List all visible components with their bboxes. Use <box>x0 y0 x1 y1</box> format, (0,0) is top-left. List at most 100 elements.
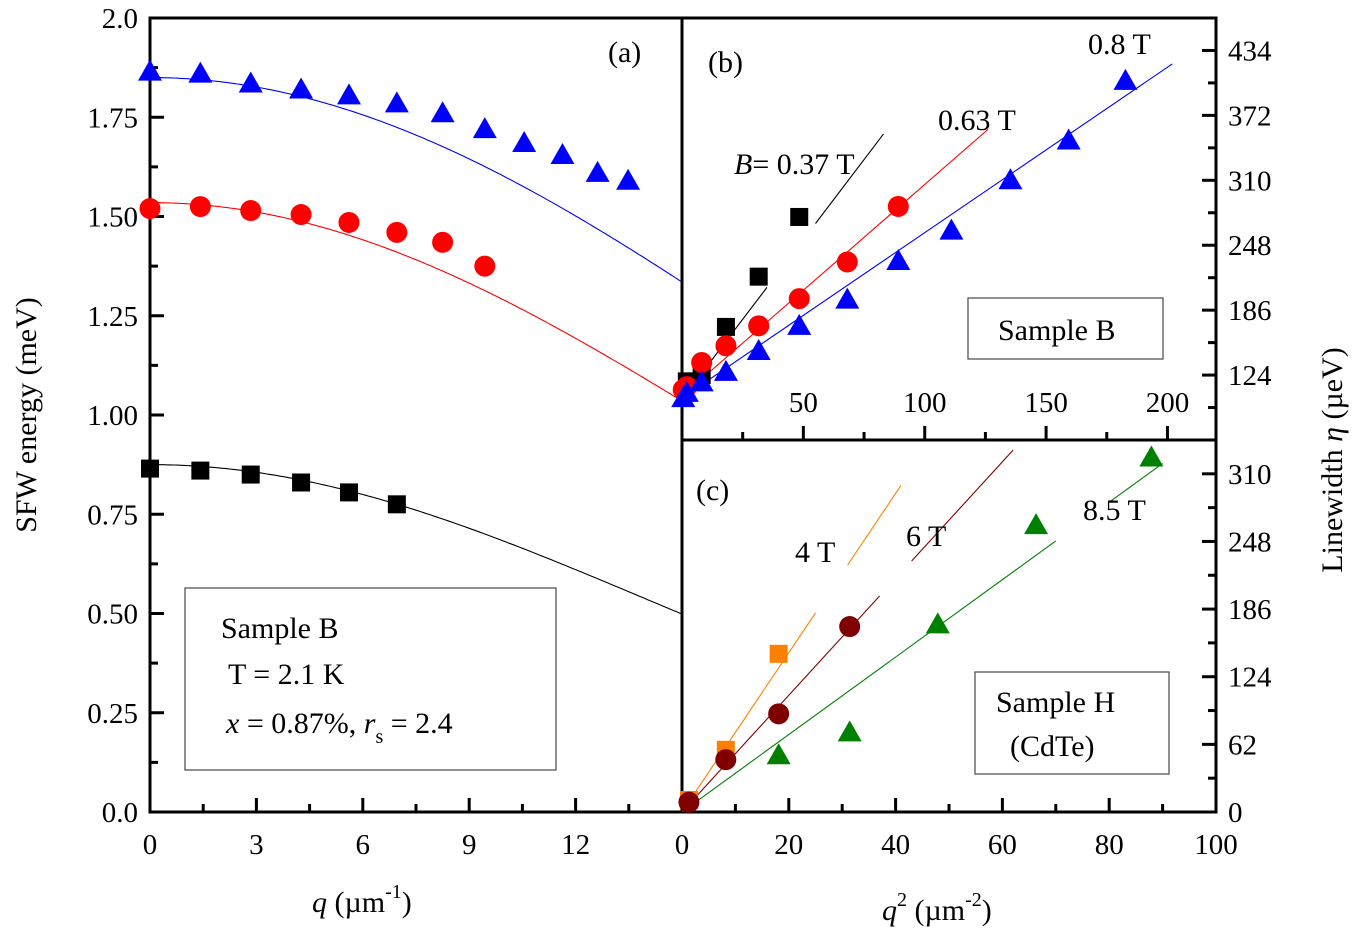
data-point-a-0.63T <box>189 196 211 218</box>
data-point-b-0.8T <box>689 370 714 392</box>
data-point-c-6T <box>678 791 700 813</box>
y-tick-label-a: 1.00 <box>87 400 138 432</box>
panel-c-label: (c) <box>696 474 729 507</box>
y-right-unit: (µeV) <box>1316 347 1349 427</box>
info-r-sub: s <box>375 726 383 748</box>
y-tick-label-c: 62 <box>1228 729 1257 761</box>
y-axis-title-right: Linewidth η (µeV) <box>1316 347 1349 572</box>
x-right-sup: 2 <box>897 889 907 911</box>
annotation-c-4T: 4 T <box>795 536 835 569</box>
y-right-text: Linewidth <box>1316 442 1349 573</box>
fit-line-c-8.5T <box>682 540 1057 812</box>
info-x-val: = 0.87%, <box>239 707 363 740</box>
data-point-a-0.37T <box>191 461 210 480</box>
panel-c-markers <box>678 445 1164 813</box>
panel-c-sample-label: Sample H <box>996 686 1115 719</box>
data-point-c-8.5T <box>837 720 862 742</box>
data-point-b-0.63T <box>715 335 737 357</box>
y-tick-label-a: 1.25 <box>87 301 138 333</box>
panel-b-sample-box <box>967 297 1164 360</box>
annotation-c-6T: 6 T <box>906 520 946 553</box>
info-x-var: x <box>225 707 240 740</box>
y-tick-label-b: 248 <box>1228 230 1272 262</box>
data-point-a-0.37T <box>292 473 311 492</box>
x-tick-label-b: 150 <box>1024 387 1068 419</box>
fit-line-c-8.5T <box>1108 463 1163 503</box>
fit-curve-0.63T <box>150 202 682 402</box>
data-point-a-0.8T <box>430 101 455 123</box>
x-tick-label-c: 0 <box>675 829 690 861</box>
panel-c-sample-material: (CdTe) <box>1010 730 1095 763</box>
data-point-a-0.37T <box>339 483 358 502</box>
data-point-b-0.37T <box>790 207 809 226</box>
y-tick-label-a: 0.0 <box>102 797 138 829</box>
data-point-b-0.63T <box>691 352 713 374</box>
data-point-b-0.8T <box>674 380 699 402</box>
data-point-c-6T <box>839 616 861 638</box>
x-tick-label-a: 6 <box>356 829 371 861</box>
data-point-a-0.8T <box>138 59 162 81</box>
info-r-var: r <box>364 707 376 740</box>
x-tick-label-a: 12 <box>561 829 590 861</box>
data-point-b-0.63T <box>836 251 858 273</box>
x-right-unit: (µm <box>907 894 965 927</box>
y-tick-label-b: 434 <box>1228 35 1272 67</box>
fit-line-b-0.37T <box>815 133 884 224</box>
y-tick-label-a: 0.75 <box>87 499 138 531</box>
data-point-a-0.8T <box>585 160 610 182</box>
data-point-a-0.8T <box>472 117 497 139</box>
data-point-a-0.8T <box>238 71 263 93</box>
fit-line-b-0.8T <box>682 63 1173 399</box>
data-point-a-0.8T <box>512 131 537 153</box>
fit-line-c-6T <box>911 449 1014 562</box>
y-tick-label-c: 310 <box>1228 459 1272 491</box>
data-point-b-0.63T <box>887 195 909 217</box>
data-point-c-8.5T <box>925 612 950 634</box>
annotation-b-08T: 0.8 T <box>1088 28 1151 61</box>
y-tick-label-c: 0 <box>1228 797 1243 829</box>
y-axis-title-left: SFW energy (meV) <box>10 297 43 533</box>
x-tick-label-c: 20 <box>774 829 803 861</box>
annotation-c-85T: 8.5 T <box>1083 494 1146 527</box>
data-point-b-0.8T <box>713 359 738 381</box>
data-point-b-0.8T <box>787 313 812 335</box>
data-point-a-0.8T <box>336 83 361 105</box>
x-left-var: q <box>312 886 327 919</box>
y-tick-label-a: 2.0 <box>102 3 138 35</box>
panel-b-ticks: 124 186 248 310 372 434 50 100 150 200 <box>741 35 1272 440</box>
panel-b-sample-label: Sample B <box>998 314 1116 347</box>
panel-a-markers <box>138 59 641 514</box>
data-point-b-0.8T <box>1056 128 1081 150</box>
y-tick-label-a: 1.75 <box>87 102 138 134</box>
x-tick-label-c: 100 <box>1194 829 1238 861</box>
x-tick-label-b: 50 <box>789 387 818 419</box>
x-tick-label-b: 100 <box>903 387 947 419</box>
data-point-b-0.37T <box>749 267 768 286</box>
data-point-a-0.37T <box>241 465 260 484</box>
fit-line-c-4T <box>682 612 816 812</box>
annotation-b-val: = 0.37 T <box>752 148 854 181</box>
data-point-c-8.5T <box>1024 513 1049 535</box>
y-tick-label-a: 0.50 <box>87 599 138 631</box>
x-tick-label-b: 200 <box>1146 387 1190 419</box>
panel-b-label: (b) <box>708 46 743 79</box>
fit-curve-0.37T <box>150 464 682 615</box>
x-axis-title-left: q (µm-1) <box>312 881 412 919</box>
x-axis-title-right: q2 (µm-2) <box>882 889 992 927</box>
y-tick-label-b: 186 <box>1228 295 1272 327</box>
data-point-a-0.8T <box>616 168 641 190</box>
x-tick-label-c: 80 <box>1095 829 1124 861</box>
data-point-a-0.8T <box>384 91 409 113</box>
panel-a-info-box <box>184 587 557 771</box>
data-point-a-0.63T <box>338 211 360 233</box>
data-point-a-0.8T <box>289 77 314 99</box>
x-right-close: ) <box>982 894 992 927</box>
panel-c-sample-box <box>974 671 1170 775</box>
data-point-a-0.63T <box>386 221 408 243</box>
info-box-temperature: T = 2.1 K <box>228 658 345 691</box>
y-tick-label-b: 124 <box>1228 360 1272 392</box>
x-left-close: ) <box>402 886 412 919</box>
data-point-a-0.37T <box>141 459 159 478</box>
data-point-a-0.63T <box>139 198 161 220</box>
